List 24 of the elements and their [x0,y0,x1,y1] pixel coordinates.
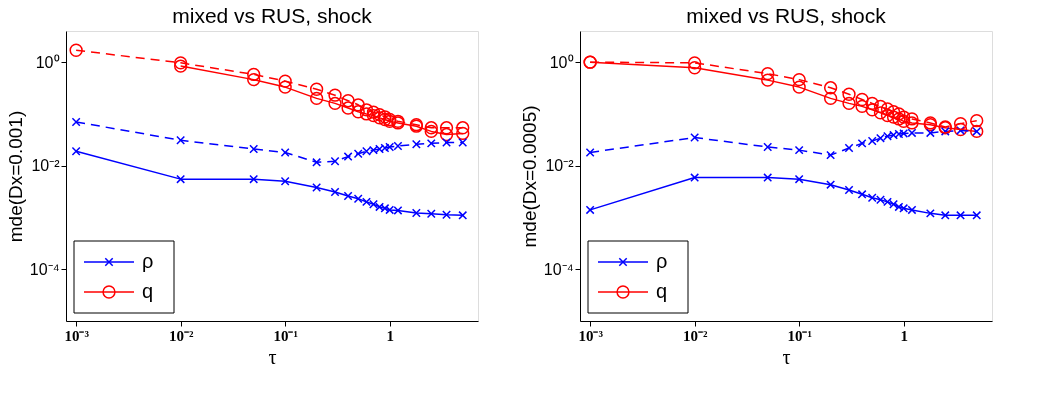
y-tick-label: 10⁻⁴ [543,260,574,278]
x-axis-title: τ [268,345,277,368]
x-tick-label: 1 [900,327,908,344]
y-tick-label: 10⁰ [549,53,574,71]
y-axis-title: mde(Dx=0.001) [4,110,26,243]
x-tick-label: 1 [386,327,394,344]
x-tick-label: 10⁻³ [578,327,604,344]
chart-title: mixed vs RUS, shock [686,4,887,27]
x-axis-title: τ [782,345,791,368]
x-tick-label: 10⁻¹ [273,327,298,344]
y-tick-label: 10⁻² [31,157,61,175]
legend-label: ρ [656,250,668,272]
y-axis-title: mde(Dx=0.0005) [518,105,540,248]
chart-title: mixed vs RUS, shock [172,4,373,27]
legend-label: q [656,280,668,302]
x-tick-label: 10⁻³ [64,327,90,344]
legend-label: ρ [142,250,154,272]
x-tick-label: 10⁻¹ [787,327,812,344]
x-tick-label: 10⁻² [168,327,194,344]
y-tick-label: 10⁻² [545,157,575,175]
x-tick-label: 10⁻² [682,327,708,344]
legend-label: q [142,280,154,302]
y-tick-label: 10⁻⁴ [29,260,60,278]
y-tick-label: 10⁰ [35,53,60,71]
